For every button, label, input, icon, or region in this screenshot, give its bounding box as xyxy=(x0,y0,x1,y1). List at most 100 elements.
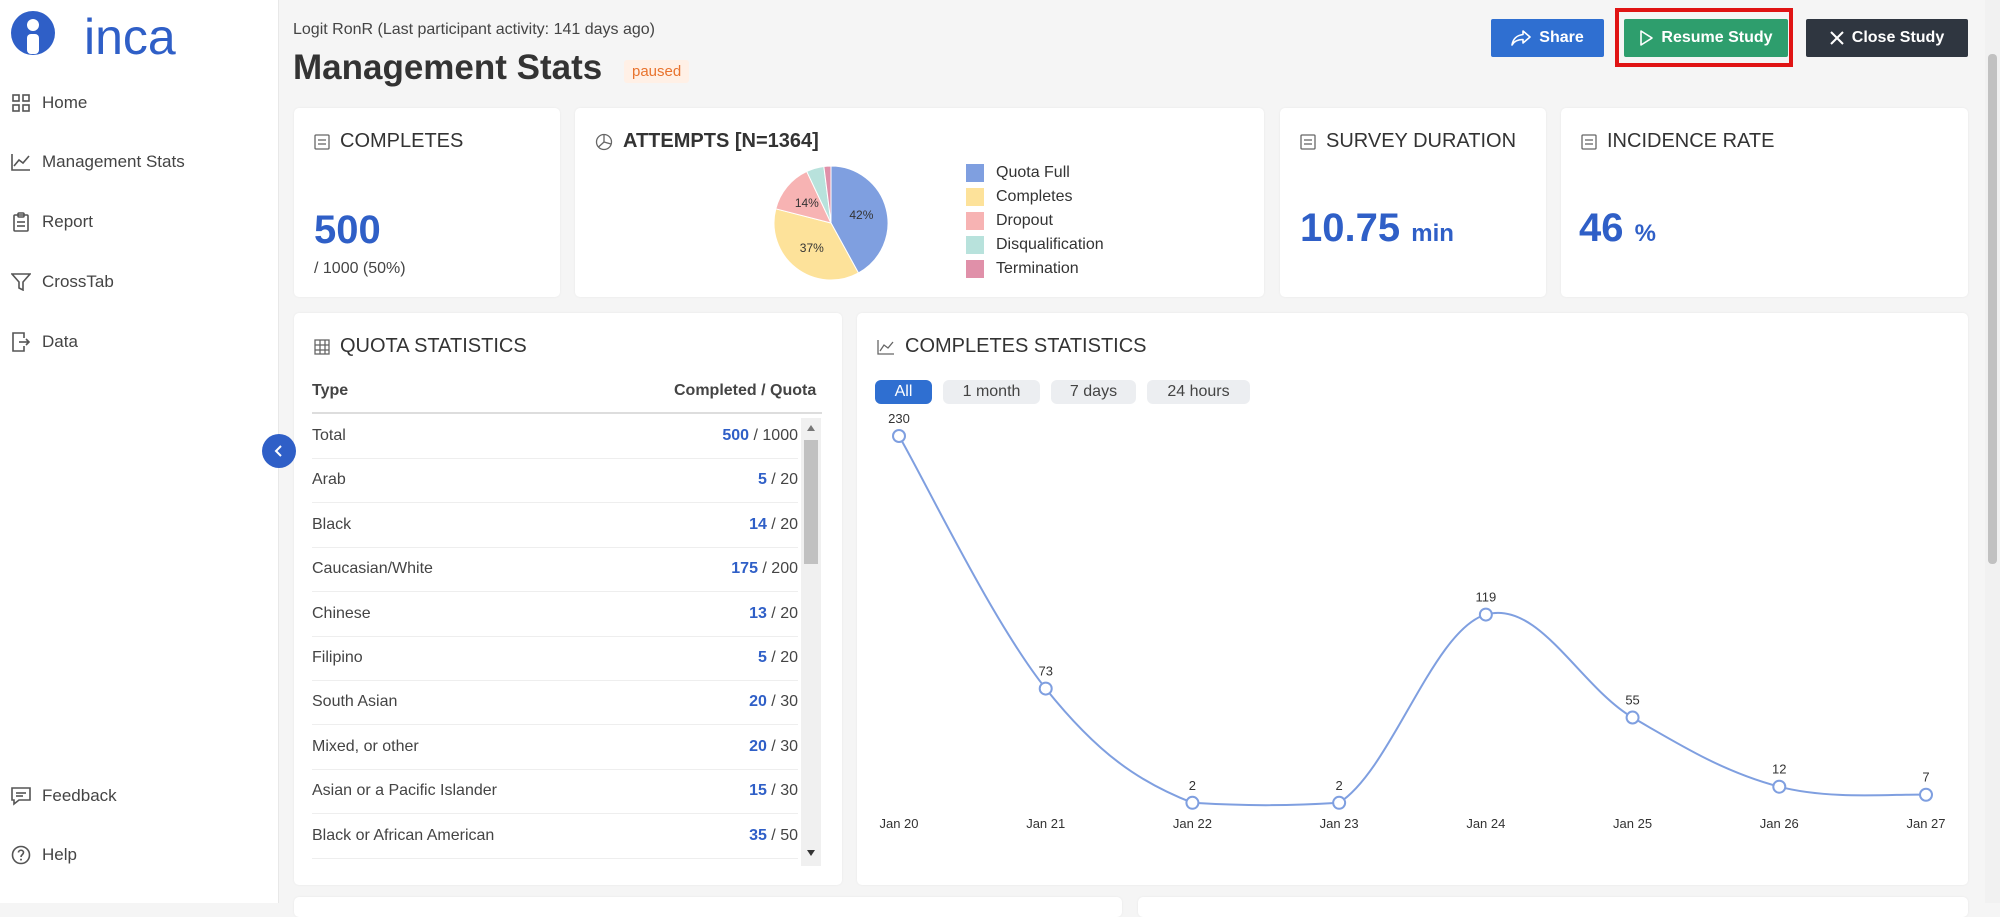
filter-7-days-button[interactable]: 7 days xyxy=(1051,380,1136,404)
quota-row-completed: 5 xyxy=(757,471,767,489)
quota-scrollbar[interactable] xyxy=(801,418,821,866)
quota-row-value: 13 / 20 xyxy=(749,605,798,623)
bottom-card-left xyxy=(294,897,1122,917)
quota-table-row: Total 500 / 1000 xyxy=(312,414,798,459)
legend-label: Dropout xyxy=(996,212,1053,229)
data-point[interactable] xyxy=(1772,779,1787,794)
duration-unit: min xyxy=(1411,220,1454,247)
quota-row-type: Black or African American xyxy=(312,826,495,844)
pie-slice-completes[interactable] xyxy=(773,208,860,281)
sidebar-item-data[interactable]: Data xyxy=(10,325,78,359)
column-header-type: Type xyxy=(312,382,349,399)
scroll-down-arrow-icon[interactable] xyxy=(806,849,816,857)
page-scrollbar[interactable] xyxy=(1985,0,2000,903)
quota-scroll-thumb[interactable] xyxy=(804,440,818,564)
data-point[interactable] xyxy=(892,429,906,443)
legend-item-dropout: Dropout xyxy=(966,212,1053,230)
line-chart-icon xyxy=(10,151,32,173)
share-button[interactable]: Share xyxy=(1491,19,1604,57)
filter-1-month-button[interactable]: 1 month xyxy=(943,380,1040,404)
collapse-sidebar-button[interactable] xyxy=(262,434,296,468)
data-label: 73 xyxy=(1038,664,1052,679)
sidebar-item-report[interactable]: Report xyxy=(10,205,93,239)
legend-swatch xyxy=(966,260,984,278)
data-label: 119 xyxy=(1475,590,1496,605)
completes-card-title: COMPLETES xyxy=(314,130,463,153)
quota-row-type: Black xyxy=(312,515,352,533)
file-export-icon xyxy=(10,331,32,353)
quota-row-type: Arab xyxy=(312,471,346,489)
last-activity-text: Logit RonR (Last participant activity: 1… xyxy=(293,21,655,38)
attempts-card-title: ATTEMPTS [N=1364] xyxy=(595,130,819,153)
data-point[interactable] xyxy=(1478,607,1493,622)
legend-swatch xyxy=(966,188,984,206)
scroll-up-arrow-icon[interactable] xyxy=(806,424,816,432)
quota-title-text: QUOTA STATISTICS xyxy=(340,335,527,357)
quota-row-quota: / 1000 xyxy=(749,427,799,444)
sidebar-item-home[interactable]: Home xyxy=(10,86,87,120)
quota-row-quota: / 30 xyxy=(766,737,798,755)
quota-row-quota: / 20 xyxy=(766,649,798,666)
quota-row-type: Total xyxy=(312,427,346,444)
sidebar-item-feedback[interactable]: Feedback xyxy=(10,779,117,813)
data-point[interactable] xyxy=(1919,787,1933,802)
quota-row-quota: / 20 xyxy=(766,604,798,622)
quota-row-value: 5 / 20 xyxy=(758,471,798,489)
data-label: 230 xyxy=(888,411,910,426)
filter-all-button[interactable]: All xyxy=(875,380,932,404)
pie-slice-quota full[interactable] xyxy=(830,165,889,274)
quota-row-type: Filipino xyxy=(312,649,363,666)
quota-row-value: 500 / 1000 xyxy=(722,427,798,445)
sidebar-item-label: Feedback xyxy=(42,786,117,805)
data-label: 2 xyxy=(1336,778,1343,793)
quota-row-value: 175 / 200 xyxy=(731,560,798,578)
quota-row-completed: 15 xyxy=(749,782,767,800)
x-tick-label: Jan 23 xyxy=(1320,816,1359,831)
legend-swatch xyxy=(966,212,984,230)
quota-row-completed: 13 xyxy=(749,604,767,622)
data-label: 2 xyxy=(1189,778,1196,793)
incidence-value: 46 % xyxy=(1579,206,1656,251)
data-label: 55 xyxy=(1625,693,1639,708)
sidebar-item-label: Report xyxy=(42,212,94,231)
incidence-title-text: INCIDENCE RATE xyxy=(1607,130,1775,152)
close-icon xyxy=(1830,31,1844,45)
data-point[interactable] xyxy=(1038,681,1053,696)
share-label: Share xyxy=(1539,29,1584,46)
quota-table-row: South Asian 20 / 30 xyxy=(312,680,798,726)
x-tick-label: Jan 25 xyxy=(1613,816,1652,831)
quota-row-quota: / 200 xyxy=(757,560,798,578)
legend-item-disqualification: Disqualification xyxy=(966,236,1104,254)
sidebar-item-crosstab[interactable]: CrossTab xyxy=(10,265,114,299)
quota-row-type: Caucasian/White xyxy=(312,560,433,578)
sidebar-item-help[interactable]: Help xyxy=(10,838,77,872)
quota-row-type: Mixed, or other xyxy=(312,737,419,755)
resume-label: Resume Study xyxy=(1661,29,1773,46)
x-tick-label: Jan 26 xyxy=(1760,816,1799,831)
data-point[interactable] xyxy=(1185,795,1200,810)
attempts-title-text: ATTEMPTS [N=1364] xyxy=(623,130,819,152)
x-tick-label: Jan 27 xyxy=(1906,816,1945,831)
data-point[interactable] xyxy=(1332,795,1347,810)
quota-row-value: 14 / 20 xyxy=(749,516,798,534)
quota-table-row: Asian or a Pacific Islander 15 / 30 xyxy=(312,769,798,815)
quota-row-type: South Asian xyxy=(312,693,398,711)
inca-logo[interactable]: inca xyxy=(8,8,178,65)
survey-duration-card: SURVEY DURATION 10.75 min xyxy=(1280,108,1546,297)
resume-study-button[interactable]: Resume Study xyxy=(1624,19,1788,57)
page-scroll-thumb[interactable] xyxy=(1988,54,1997,564)
legend-item-quota-full: Quota Full xyxy=(966,164,1070,182)
inca-logo-mark xyxy=(11,11,55,55)
clipboard-icon xyxy=(10,211,32,233)
legend-item-termination: Termination xyxy=(966,260,1079,278)
duration-value: 10.75 min xyxy=(1300,206,1454,251)
close-study-button[interactable]: Close Study xyxy=(1806,19,1968,57)
pie-slice-termination[interactable] xyxy=(823,165,832,224)
sidebar-item-management-stats[interactable]: Management Stats xyxy=(10,145,185,179)
sidebar-item-label: Management Stats xyxy=(42,152,185,171)
data-label: 7 xyxy=(1922,770,1929,785)
duration-card-title: SURVEY DURATION xyxy=(1300,130,1516,153)
duration-title-text: SURVEY DURATION xyxy=(1326,130,1517,152)
filter-24-hours-button[interactable]: 24 hours xyxy=(1147,380,1250,404)
data-point[interactable] xyxy=(1625,710,1640,725)
